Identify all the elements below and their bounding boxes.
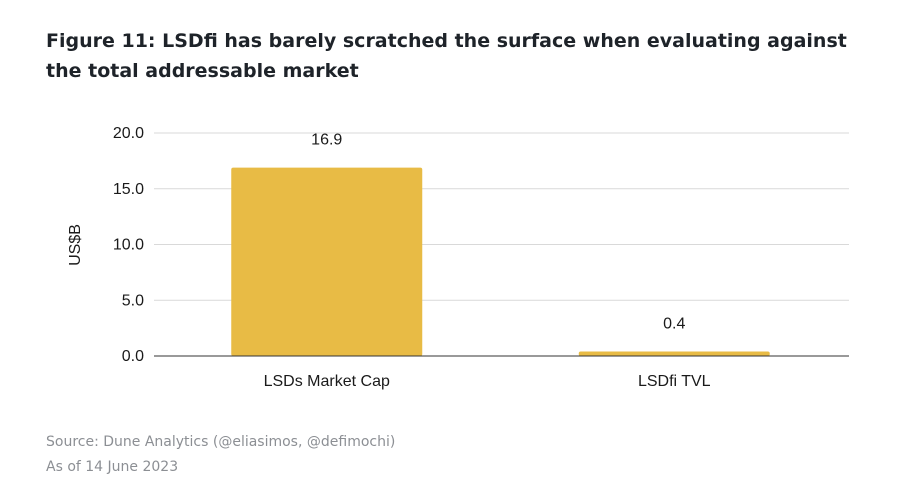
date-note: As of 14 June 2023 [46, 459, 179, 475]
chart-title: Figure 11: LSDfi has barely scratched th… [46, 30, 847, 82]
labels: 0.0 5.0 10.0 15.0 20.0 16.9 LSDs Market Cap 0.4… [113, 125, 711, 390]
figure-footer: Source: Dune Analytics (@eliasimos, @def… [46, 430, 395, 480]
source-note: Source: Dune Analytics (@eliasimos, @def… [46, 434, 396, 450]
data-label: 0.4 [663, 316, 685, 333]
y-tick-label: 5.0 [122, 292, 144, 309]
bars [231, 167, 770, 356]
y-tick-label: 20.0 [113, 125, 144, 142]
y-axis-label: US$B [67, 224, 84, 266]
data-label: 16.9 [311, 132, 342, 149]
y-tick-label: 15.0 [113, 181, 144, 198]
y-tick-label: 10.0 [113, 237, 144, 254]
y-tick-label: 0.0 [122, 348, 144, 365]
bar [578, 351, 770, 356]
x-tick-label: LSDs Market Cap [264, 373, 390, 390]
bar [231, 167, 423, 356]
x-tick-label: LSDfi TVL [638, 373, 711, 390]
